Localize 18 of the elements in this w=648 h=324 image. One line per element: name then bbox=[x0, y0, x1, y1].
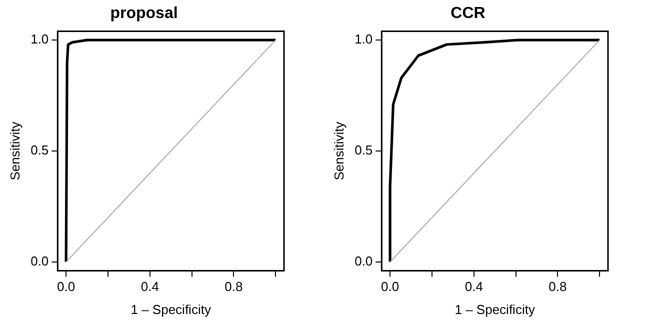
x-tick-label: 0.4 bbox=[140, 279, 159, 294]
y-axis-title: Sensitivity bbox=[331, 121, 346, 180]
y-tick-label: 1.0 bbox=[354, 32, 373, 47]
x-tick-label: 0.8 bbox=[224, 279, 243, 294]
chart-title: proposal bbox=[110, 5, 178, 22]
x-axis-title: 1 – Specificity bbox=[454, 302, 536, 317]
x-tick-label: 0.0 bbox=[381, 279, 400, 294]
y-tick-label: 0.0 bbox=[30, 254, 49, 269]
chart-title: CCR bbox=[450, 5, 486, 22]
y-tick-label: 0.5 bbox=[30, 142, 49, 158]
y-tick-label: 1.0 bbox=[30, 32, 49, 47]
x-tick-label: 0.4 bbox=[464, 279, 483, 294]
y-tick-label: 0.5 bbox=[354, 142, 373, 158]
y-axis-title: Sensitivity bbox=[7, 121, 22, 180]
x-tick-label: 0.8 bbox=[548, 279, 567, 294]
x-axis-title: 1 – Specificity bbox=[130, 302, 212, 317]
y-tick-label: 0.0 bbox=[354, 254, 373, 269]
x-tick-label: 0.0 bbox=[57, 279, 76, 294]
